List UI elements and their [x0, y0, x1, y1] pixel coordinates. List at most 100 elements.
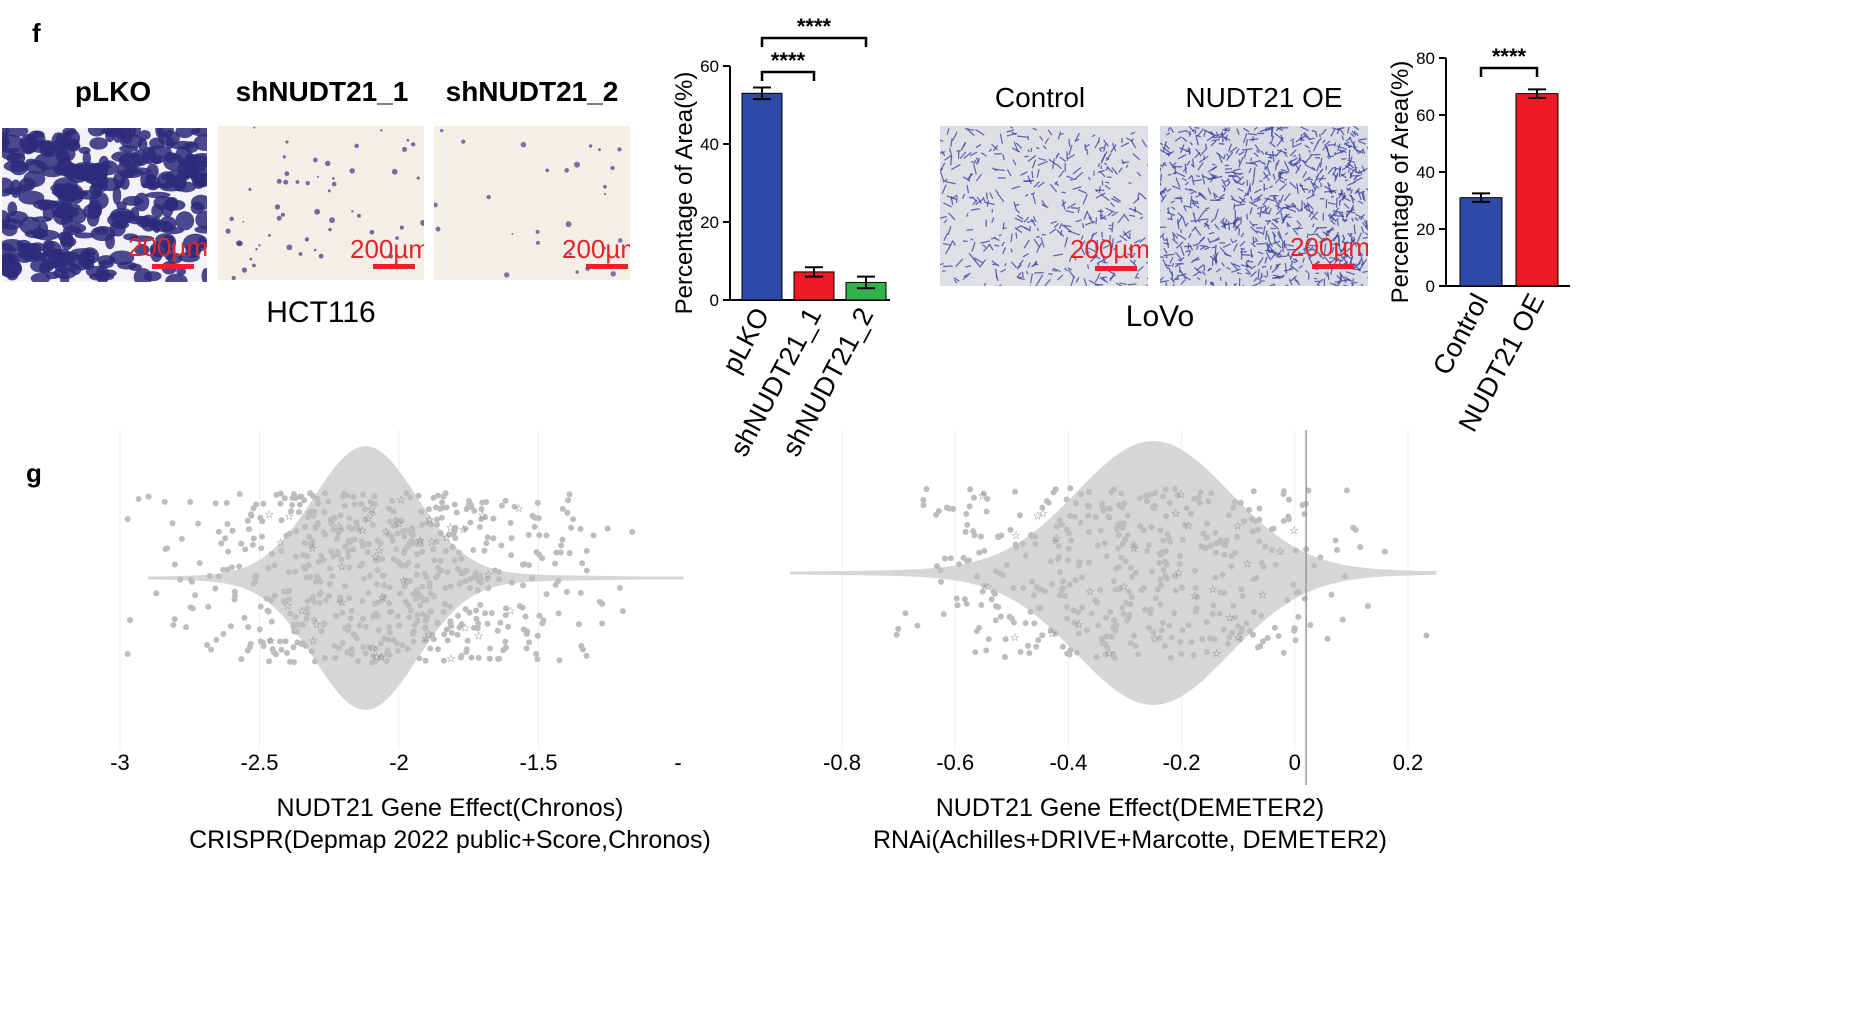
stained-cell	[1132, 252, 1136, 258]
panel-letter-g: g	[26, 458, 42, 488]
stained-cell	[1219, 220, 1225, 226]
stained-cell	[1213, 194, 1217, 199]
data-point	[350, 546, 357, 553]
data-point	[553, 549, 560, 556]
stained-cell	[1165, 132, 1171, 136]
stained-cell	[991, 260, 1000, 267]
stained-cell	[1084, 143, 1087, 151]
stained-cell	[1221, 262, 1225, 267]
stained-cell	[1183, 275, 1191, 281]
stained-cell	[1010, 233, 1013, 243]
data-point	[1132, 643, 1139, 650]
stained-cell	[156, 128, 174, 139]
stained-cell	[1212, 163, 1216, 166]
stained-cell	[966, 228, 974, 231]
stained-cell	[1331, 127, 1341, 131]
data-point	[292, 568, 299, 575]
stained-cell	[1067, 153, 1076, 160]
data-point	[266, 658, 273, 665]
stained-cell	[1197, 211, 1205, 221]
data-point	[413, 587, 420, 594]
data-point	[268, 618, 275, 625]
data-point	[1187, 510, 1194, 517]
stained-cell	[1170, 200, 1175, 204]
data-point	[954, 602, 961, 609]
data-point	[213, 636, 220, 643]
stained-cell	[1195, 192, 1203, 198]
stained-cell	[1296, 220, 1302, 227]
stained-cell	[1327, 271, 1330, 281]
stained-cell	[1077, 188, 1087, 194]
stained-cell	[1095, 192, 1106, 199]
stained-cell	[994, 189, 999, 194]
cell-line-label-hct116: HCT116	[266, 296, 376, 329]
highlight-point: ☆	[458, 524, 468, 536]
stained-cell	[161, 226, 184, 235]
data-point	[966, 503, 973, 510]
highlight-point: ☆	[1033, 511, 1043, 523]
data-point	[344, 627, 351, 634]
data-point	[321, 490, 328, 497]
stained-cell	[982, 196, 986, 203]
data-point	[914, 622, 921, 629]
stained-cell	[89, 137, 108, 150]
data-point	[1127, 639, 1134, 646]
stained-cell	[997, 193, 1005, 203]
stained-cell	[1298, 153, 1301, 162]
stained-cell	[999, 133, 1004, 144]
stained-cell	[1058, 222, 1063, 230]
data-point	[1022, 620, 1029, 627]
stained-cell	[1250, 226, 1259, 235]
stained-cell	[1316, 162, 1321, 172]
highlight-point: ☆	[1010, 632, 1020, 644]
stained-cell	[1209, 238, 1221, 243]
stained-cell	[976, 196, 983, 204]
stained-cell	[1254, 237, 1258, 242]
stained-cell	[1027, 262, 1031, 268]
stained-cell	[1214, 223, 1220, 230]
data-point	[345, 548, 352, 555]
stained-cell	[1110, 144, 1117, 153]
data-point	[1152, 595, 1159, 602]
stained-cell	[1353, 176, 1363, 183]
stained-cell	[1053, 222, 1059, 229]
stained-cell	[10, 179, 22, 198]
highlight-point: ☆	[358, 525, 368, 537]
data-point	[264, 607, 271, 614]
stained-cell	[1321, 128, 1327, 136]
scale-label: 200µm	[1290, 232, 1368, 262]
stained-cell	[1362, 270, 1368, 274]
stained-cell	[1100, 276, 1108, 279]
data-point	[479, 499, 486, 506]
data-point	[342, 543, 349, 550]
stained-cell	[953, 277, 960, 282]
stained-cell	[1194, 126, 1200, 129]
stained-cell	[1299, 137, 1305, 142]
stained-cell	[1111, 211, 1119, 217]
stained-cell	[53, 184, 78, 200]
stained-cell	[948, 240, 954, 249]
stained-cell	[1027, 155, 1037, 163]
data-point	[559, 505, 566, 512]
stained-cell	[1119, 234, 1128, 242]
data-point	[300, 563, 307, 570]
stained-cell	[1352, 261, 1362, 270]
stained-cell	[248, 187, 252, 191]
highlight-point: ☆	[425, 514, 435, 526]
data-point	[937, 567, 944, 574]
data-point	[218, 540, 225, 547]
stained-cell	[1188, 126, 1195, 133]
stained-cell	[1041, 199, 1047, 208]
stained-cell	[1054, 182, 1060, 187]
data-point	[990, 588, 997, 595]
data-point	[564, 509, 571, 516]
stained-cell	[1265, 241, 1274, 251]
stained-cell	[950, 138, 953, 147]
stained-cell	[1310, 141, 1314, 145]
data-point	[534, 656, 541, 663]
stained-cell	[175, 128, 194, 139]
stained-cell	[1196, 128, 1205, 137]
data-point	[422, 625, 429, 632]
stained-cell	[1160, 173, 1162, 182]
